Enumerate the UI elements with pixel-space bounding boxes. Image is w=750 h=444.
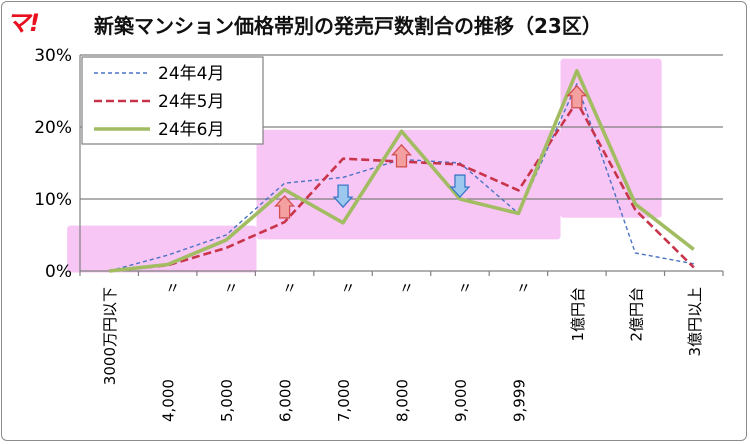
x-tick-label: 9,000 (452, 379, 470, 422)
x-tick-ditto: 〃 (399, 279, 414, 297)
series-line-3 (109, 69, 695, 273)
series-line-1 (109, 83, 694, 272)
x-tick-label: 5,000 (218, 379, 236, 422)
y-tick-label: 0% (45, 262, 72, 282)
site-logo: マ! (6, 9, 40, 37)
down-arrow-icon (449, 174, 471, 199)
highlight-mid-range (256, 129, 561, 240)
x-tick-label: 3億円以上 (686, 287, 704, 357)
highlight-low-range (67, 225, 257, 273)
x-tick-label: 7,000 (335, 379, 353, 422)
x-tick-label: 8,000 (394, 379, 412, 422)
up-arrow-icon (566, 84, 588, 109)
y-tick-label: 10% (34, 190, 72, 210)
y-tick-label: 30% (34, 46, 72, 66)
y-tick-label: 20% (34, 118, 72, 138)
x-tick-label: 1億円台 (569, 287, 587, 342)
x-tick-label: 3000万円以下 (101, 287, 119, 385)
x-tick-ditto: 〃 (165, 279, 180, 297)
legend-label-1: 24年4月 (158, 64, 224, 84)
x-tick-ditto: 〃 (282, 279, 297, 297)
legend-label-3: 24年6月 (158, 120, 224, 140)
legend-label-2: 24年5月 (158, 92, 224, 112)
up-arrow-icon (274, 194, 296, 219)
x-tick-label: 2億円台 (627, 287, 645, 342)
chart-title: 新築マンション価格帯別の発売戸数割合の推移（23区） (94, 14, 602, 38)
x-tick-label: 9,999 (510, 379, 528, 422)
x-tick-ditto: 〃 (457, 279, 472, 297)
x-tick-label: 6,000 (277, 379, 295, 422)
x-tick-ditto: 〃 (224, 279, 239, 297)
down-arrow-icon (332, 184, 354, 209)
x-tick-ditto: 〃 (516, 279, 531, 297)
up-arrow-icon (391, 143, 412, 168)
highlight-100m-range (560, 58, 662, 218)
x-tick-ditto: 〃 (341, 279, 356, 297)
x-tick-label: 4,000 (160, 379, 178, 422)
